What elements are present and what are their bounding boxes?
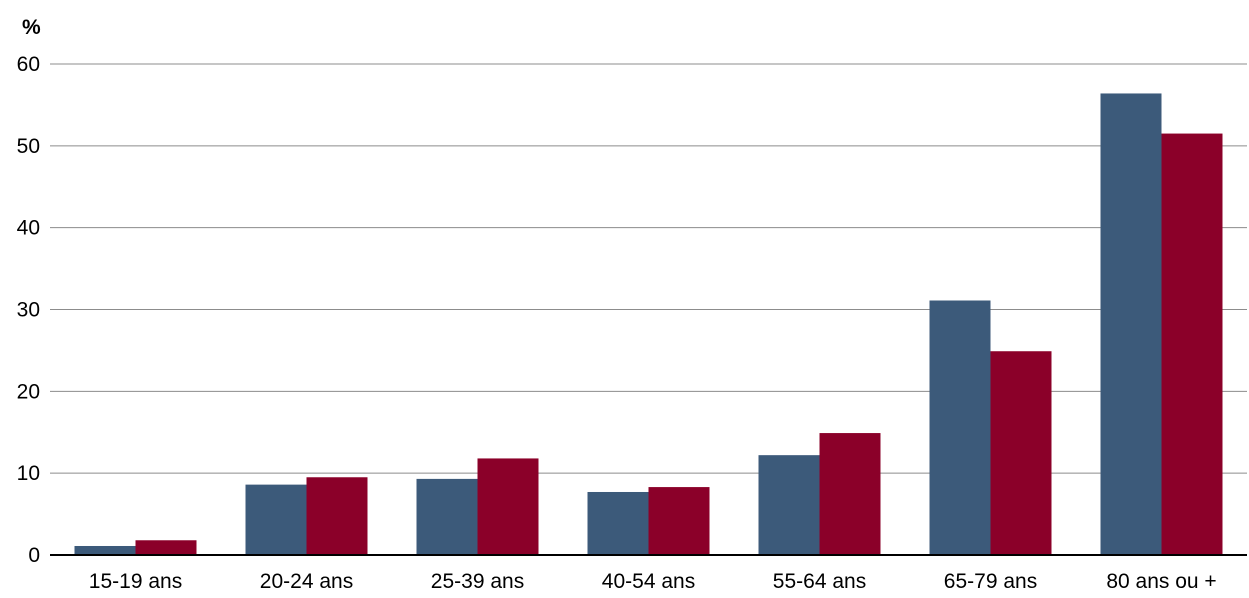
y-tick-label: 40	[17, 217, 40, 240]
bar-series-1	[929, 300, 991, 555]
x-axis-ticks: 15-19 ans 20-24 ans 25-39 ans 40-54 ans 55-6…	[89, 570, 1217, 593]
bar-series-2	[477, 458, 539, 555]
bar-series-2	[648, 487, 710, 555]
bar-series-1	[1100, 93, 1162, 556]
bar-series-1	[245, 484, 307, 555]
x-tick-label: 40-54 ans	[602, 570, 695, 593]
bar-series-1	[587, 491, 649, 555]
y-tick-label: 60	[17, 53, 40, 76]
bar-series-2	[306, 477, 368, 555]
y-tick-label: 10	[17, 462, 40, 485]
gridlines	[50, 63, 1247, 474]
x-tick-label: 20-24 ans	[260, 570, 353, 593]
y-tick-label: 0	[28, 544, 40, 567]
bar-series-2	[135, 540, 197, 555]
x-tick-label: 55-64 ans	[773, 570, 866, 593]
x-tick-label: 80 ans ou +	[1106, 570, 1216, 593]
y-tick-label: 50	[17, 135, 40, 158]
x-tick-label: 15-19 ans	[89, 570, 182, 593]
y-tick-label: 20	[17, 380, 40, 403]
x-tick-label: 65-79 ans	[944, 570, 1037, 593]
y-unit-label: %	[22, 16, 41, 39]
y-tick-label: 30	[17, 299, 40, 322]
bar-series-2	[990, 351, 1052, 555]
bar-series-1	[758, 455, 820, 555]
x-tick-label: 25-39 ans	[431, 570, 524, 593]
bar-series-2	[819, 433, 881, 555]
bar-series-1	[74, 545, 136, 555]
y-axis-ticks: 0 10 20 30 40 50 60	[17, 53, 40, 567]
bars	[74, 93, 1223, 556]
bar-series-2	[1161, 133, 1223, 555]
bar-series-1	[416, 478, 478, 555]
